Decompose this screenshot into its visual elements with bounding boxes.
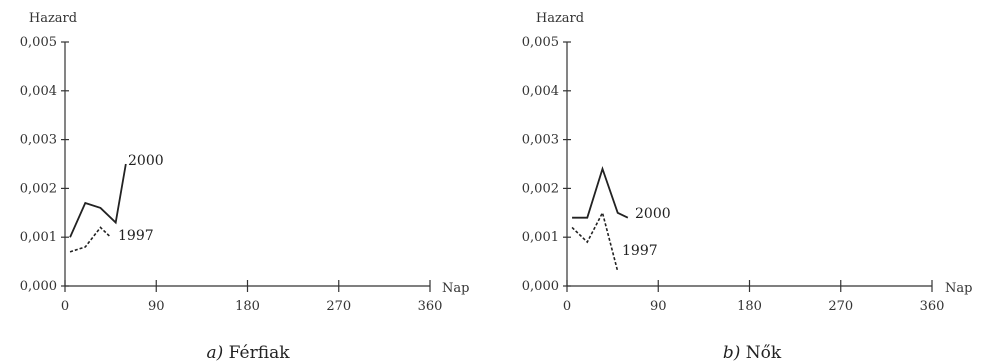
chart-caption: a) Férfiak: [206, 343, 290, 363]
x-tick-label: 0: [61, 299, 69, 314]
y-tick-label: 0,001: [20, 230, 57, 245]
series-line-2000: [572, 165, 629, 219]
caption-text: Nők: [746, 343, 782, 363]
chart-panel-men: Hazard Nap a) Férfiak 0,000 0,001 0,002 0,0…: [20, 11, 470, 363]
x-tick-label: 90: [148, 299, 165, 314]
series-label-2000: 2000: [128, 153, 164, 169]
y-tick-label: 0,004: [522, 84, 559, 99]
y-tick-label: 0,002: [522, 181, 559, 196]
chart-panel-women: Hazard Nap b) Nők 0,000 0,001 0,002 0,003 0,…: [522, 11, 973, 363]
y-tick-label: 0,000: [522, 279, 559, 294]
series-label-1997: 1997: [118, 228, 154, 244]
series-label-1997: 1997: [622, 243, 658, 259]
chart-caption: b) Nők: [723, 343, 782, 363]
y-tick-label: 0,000: [20, 279, 57, 294]
caption-letter: b): [723, 343, 741, 363]
x-tick-label: 180: [235, 299, 260, 314]
x-tick-label: 90: [650, 299, 667, 314]
series-line-2000: [69, 163, 127, 238]
x-tick-label: 0: [563, 299, 571, 314]
x-tick-label: 360: [920, 299, 945, 314]
caption-text: Férfiak: [229, 343, 291, 363]
y-axis-label: Hazard: [29, 11, 77, 26]
x-tick-label: 360: [418, 299, 443, 314]
y-tick-label: 0,002: [20, 181, 57, 196]
caption-letter: a): [206, 343, 223, 363]
y-tick-label: 0,005: [20, 35, 57, 50]
x-axis-label: Nap: [442, 281, 469, 296]
x-tick-label: 270: [828, 299, 853, 314]
y-tick-label: 0,001: [522, 230, 559, 245]
x-tick-label: 270: [326, 299, 351, 314]
y-axis-label: Hazard: [536, 11, 584, 26]
x-axis-label: Nap: [945, 281, 972, 296]
x-tick-label: 180: [737, 299, 762, 314]
y-tick-label: 0,003: [20, 133, 57, 148]
y-tick-label: 0,005: [522, 35, 559, 50]
series-label-2000: 2000: [635, 206, 671, 222]
series-line-1997: [69, 226, 112, 253]
y-tick-label: 0,003: [522, 133, 559, 148]
series-line-1997: [571, 210, 619, 272]
y-tick-label: 0,004: [20, 84, 57, 99]
